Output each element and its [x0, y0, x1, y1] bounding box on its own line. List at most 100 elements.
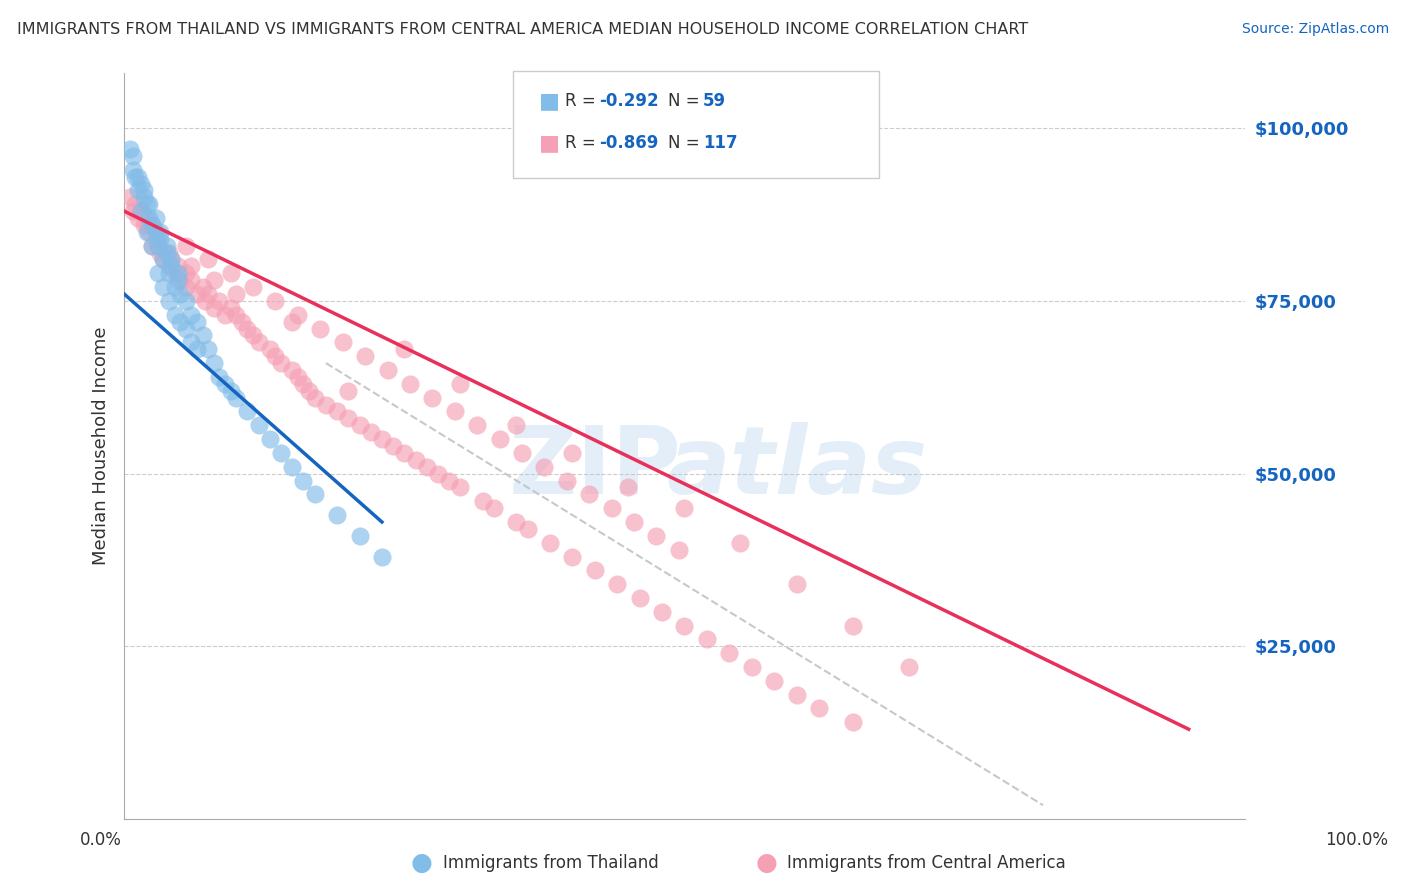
- Point: [129, 204, 152, 219]
- Point: [326, 404, 349, 418]
- Point: [157, 266, 180, 280]
- Point: [298, 384, 321, 398]
- Point: [578, 487, 600, 501]
- Point: [149, 232, 172, 246]
- Point: [516, 522, 538, 536]
- Point: [146, 232, 169, 246]
- Point: [127, 169, 149, 184]
- Point: [287, 308, 309, 322]
- Point: [134, 218, 156, 232]
- Point: [145, 225, 167, 239]
- Point: [561, 446, 583, 460]
- Point: [416, 459, 439, 474]
- Point: [242, 280, 264, 294]
- Text: 117: 117: [703, 134, 738, 152]
- Point: [135, 197, 157, 211]
- Point: [146, 238, 169, 252]
- Point: [292, 474, 315, 488]
- Point: [264, 293, 287, 308]
- Point: [156, 245, 179, 260]
- Point: [555, 474, 578, 488]
- Text: R =: R =: [565, 134, 602, 152]
- Point: [394, 343, 416, 357]
- Point: [169, 287, 191, 301]
- Point: [191, 328, 214, 343]
- Point: [160, 260, 183, 274]
- Point: [127, 211, 149, 225]
- Point: [163, 266, 186, 280]
- Point: [505, 418, 527, 433]
- Point: [763, 673, 786, 688]
- Point: [225, 308, 247, 322]
- Point: [281, 459, 304, 474]
- Point: [315, 398, 337, 412]
- Point: [152, 252, 174, 267]
- Point: [138, 211, 160, 225]
- Point: [157, 260, 180, 274]
- Point: [628, 591, 651, 605]
- Point: [449, 376, 471, 391]
- Point: [247, 418, 270, 433]
- Text: ZIP: ZIP: [509, 423, 682, 515]
- Text: Source: ZipAtlas.com: Source: ZipAtlas.com: [1241, 22, 1389, 37]
- Point: [242, 328, 264, 343]
- Point: [332, 335, 354, 350]
- Point: [197, 252, 219, 267]
- Point: [208, 370, 231, 384]
- Point: [538, 535, 561, 549]
- Point: [160, 252, 183, 267]
- Point: [180, 335, 202, 350]
- Point: [259, 343, 281, 357]
- Point: [841, 715, 863, 730]
- Point: [371, 432, 394, 446]
- Point: [382, 439, 405, 453]
- Text: Immigrants from Thailand: Immigrants from Thailand: [443, 854, 658, 871]
- Point: [134, 190, 156, 204]
- Point: [145, 211, 167, 225]
- Point: [696, 632, 718, 647]
- Point: [122, 149, 145, 163]
- Point: [129, 204, 152, 219]
- Point: [129, 177, 152, 191]
- Point: [163, 308, 186, 322]
- Point: [141, 238, 163, 252]
- Point: [174, 321, 197, 335]
- Point: [122, 162, 145, 177]
- Point: [124, 169, 146, 184]
- Point: [371, 549, 394, 564]
- Text: N =: N =: [668, 134, 704, 152]
- Point: [730, 535, 752, 549]
- Text: Immigrants from Central America: Immigrants from Central America: [787, 854, 1066, 871]
- Point: [186, 315, 208, 329]
- Point: [443, 404, 465, 418]
- Point: [124, 197, 146, 211]
- Text: ●: ●: [755, 851, 778, 874]
- Point: [169, 315, 191, 329]
- Point: [786, 688, 808, 702]
- Point: [287, 370, 309, 384]
- Point: [141, 218, 163, 232]
- Point: [214, 308, 236, 322]
- Point: [118, 142, 141, 156]
- Point: [583, 563, 606, 577]
- Point: [180, 260, 202, 274]
- Text: ●: ●: [411, 851, 433, 874]
- Point: [152, 252, 174, 267]
- Point: [180, 273, 202, 287]
- Point: [841, 618, 863, 632]
- Point: [202, 301, 225, 315]
- Point: [673, 501, 696, 516]
- Point: [152, 280, 174, 294]
- Point: [156, 238, 179, 252]
- Point: [259, 432, 281, 446]
- Point: [169, 273, 191, 287]
- Text: R =: R =: [565, 92, 602, 110]
- Point: [786, 577, 808, 591]
- Point: [214, 376, 236, 391]
- Point: [174, 280, 197, 294]
- Point: [174, 266, 197, 280]
- Point: [606, 577, 628, 591]
- Point: [247, 335, 270, 350]
- Point: [668, 542, 690, 557]
- Point: [270, 446, 292, 460]
